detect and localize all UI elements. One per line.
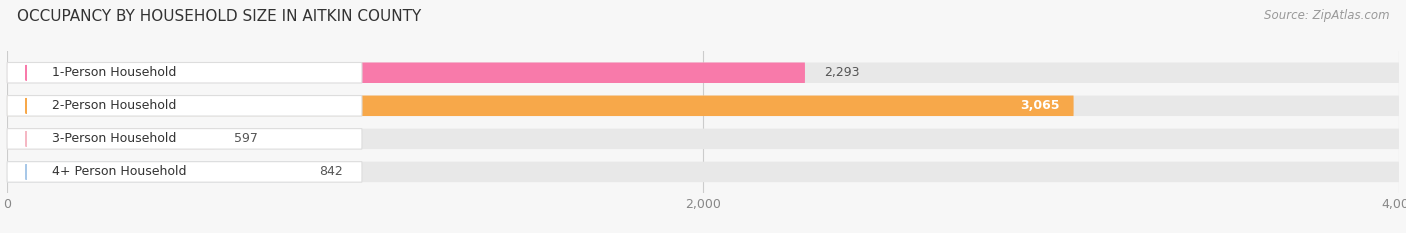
FancyBboxPatch shape — [7, 62, 361, 83]
Text: 3,065: 3,065 — [1021, 99, 1060, 112]
FancyBboxPatch shape — [7, 62, 806, 83]
Text: 842: 842 — [319, 165, 343, 178]
Text: OCCUPANCY BY HOUSEHOLD SIZE IN AITKIN COUNTY: OCCUPANCY BY HOUSEHOLD SIZE IN AITKIN CO… — [17, 9, 422, 24]
Text: 2,293: 2,293 — [824, 66, 859, 79]
FancyBboxPatch shape — [7, 129, 361, 149]
Text: 1-Person Household: 1-Person Household — [52, 66, 177, 79]
Text: Source: ZipAtlas.com: Source: ZipAtlas.com — [1264, 9, 1389, 22]
Text: 2-Person Household: 2-Person Household — [52, 99, 177, 112]
Text: 4+ Person Household: 4+ Person Household — [52, 165, 187, 178]
FancyBboxPatch shape — [7, 96, 361, 116]
FancyBboxPatch shape — [7, 162, 361, 182]
FancyBboxPatch shape — [7, 129, 1399, 149]
FancyBboxPatch shape — [7, 162, 299, 182]
FancyBboxPatch shape — [7, 96, 1399, 116]
Text: 597: 597 — [233, 132, 257, 145]
FancyBboxPatch shape — [7, 62, 1399, 83]
FancyBboxPatch shape — [7, 129, 215, 149]
FancyBboxPatch shape — [7, 162, 1399, 182]
FancyBboxPatch shape — [7, 96, 1074, 116]
Text: 3-Person Household: 3-Person Household — [52, 132, 177, 145]
